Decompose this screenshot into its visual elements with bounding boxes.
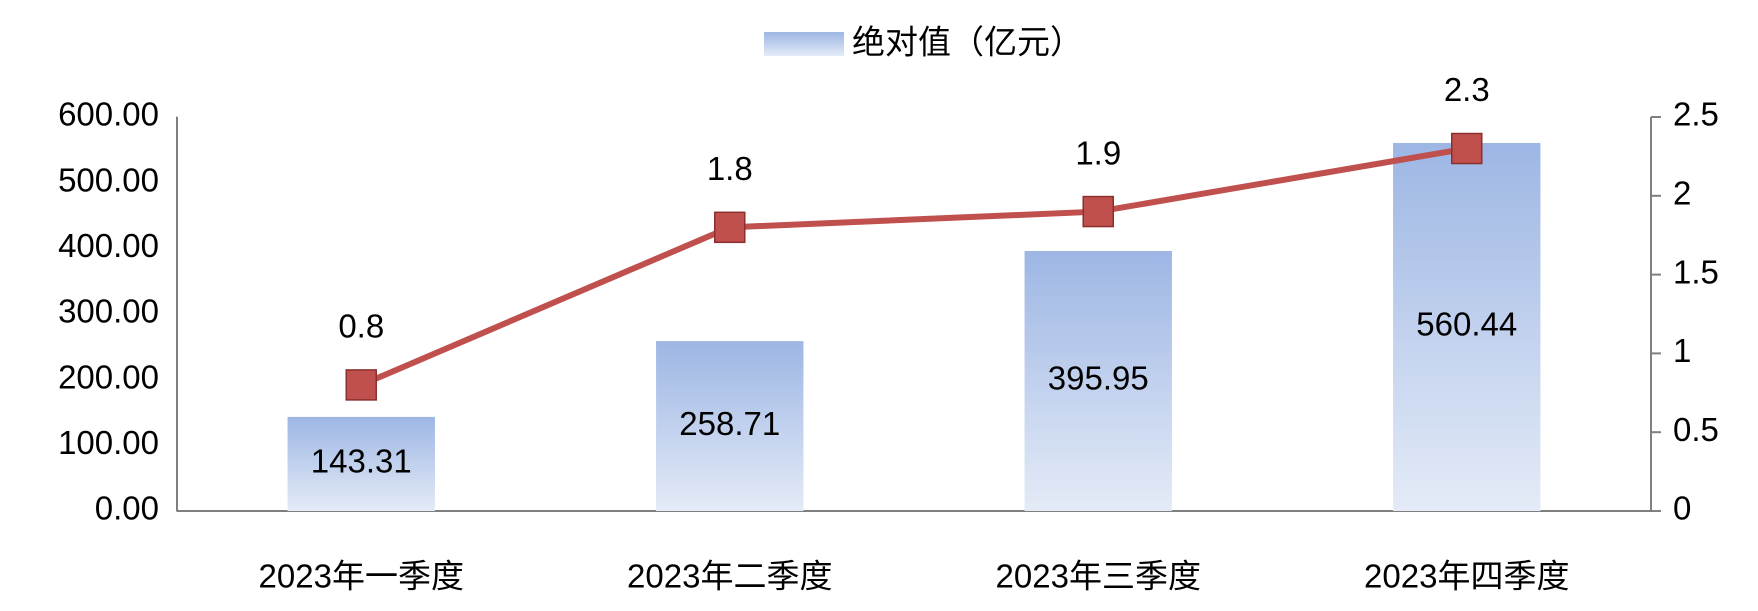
bar	[656, 341, 804, 511]
y-tick-label: 400.00	[58, 227, 159, 264]
y-tick-label: 600.00	[58, 96, 159, 133]
line-value-label: 2.3	[1444, 71, 1490, 108]
y2-tick-label: 0	[1673, 490, 1691, 527]
y2-tick-label: 0.5	[1673, 411, 1719, 448]
y-tick-label: 200.00	[58, 358, 159, 395]
y2-tick-label: 1.5	[1673, 253, 1719, 290]
bar-value-label: 395.95	[1048, 360, 1149, 397]
line-marker	[345, 369, 377, 401]
x-tick-label: 2023年四季度	[1364, 558, 1569, 595]
y-tick-label: 0.00	[95, 490, 159, 527]
y2-tick-label: 2.5	[1673, 96, 1719, 133]
line	[360, 145, 1468, 388]
line-marker	[714, 211, 746, 244]
y-tick-label: 100.00	[58, 424, 159, 461]
bar	[287, 416, 435, 511]
line-value-label: 1.8	[707, 150, 753, 187]
y2-tick-label: 1	[1673, 332, 1691, 369]
x-tick-label: 2023年三季度	[996, 558, 1201, 595]
bar	[1393, 142, 1541, 512]
bar	[1024, 250, 1172, 511]
x-tick-label: 2023年二季度	[627, 558, 832, 595]
bar-value-label: 258.71	[679, 405, 780, 442]
y2-tick-label: 2	[1673, 175, 1691, 212]
line-value-label: 1.9	[1075, 134, 1121, 171]
line-marker	[1082, 195, 1114, 228]
legend-label: 绝对值（亿元）	[852, 24, 1083, 61]
legend-swatch	[764, 32, 844, 56]
x-tick-label: 2023年一季度	[259, 558, 464, 595]
line-value-label: 0.8	[338, 308, 384, 345]
bar-value-label: 560.44	[1416, 306, 1517, 343]
line-marker	[1451, 132, 1483, 165]
y-tick-label: 500.00	[58, 161, 159, 198]
y-tick-label: 300.00	[58, 293, 159, 330]
bar-value-label: 143.31	[311, 443, 412, 480]
